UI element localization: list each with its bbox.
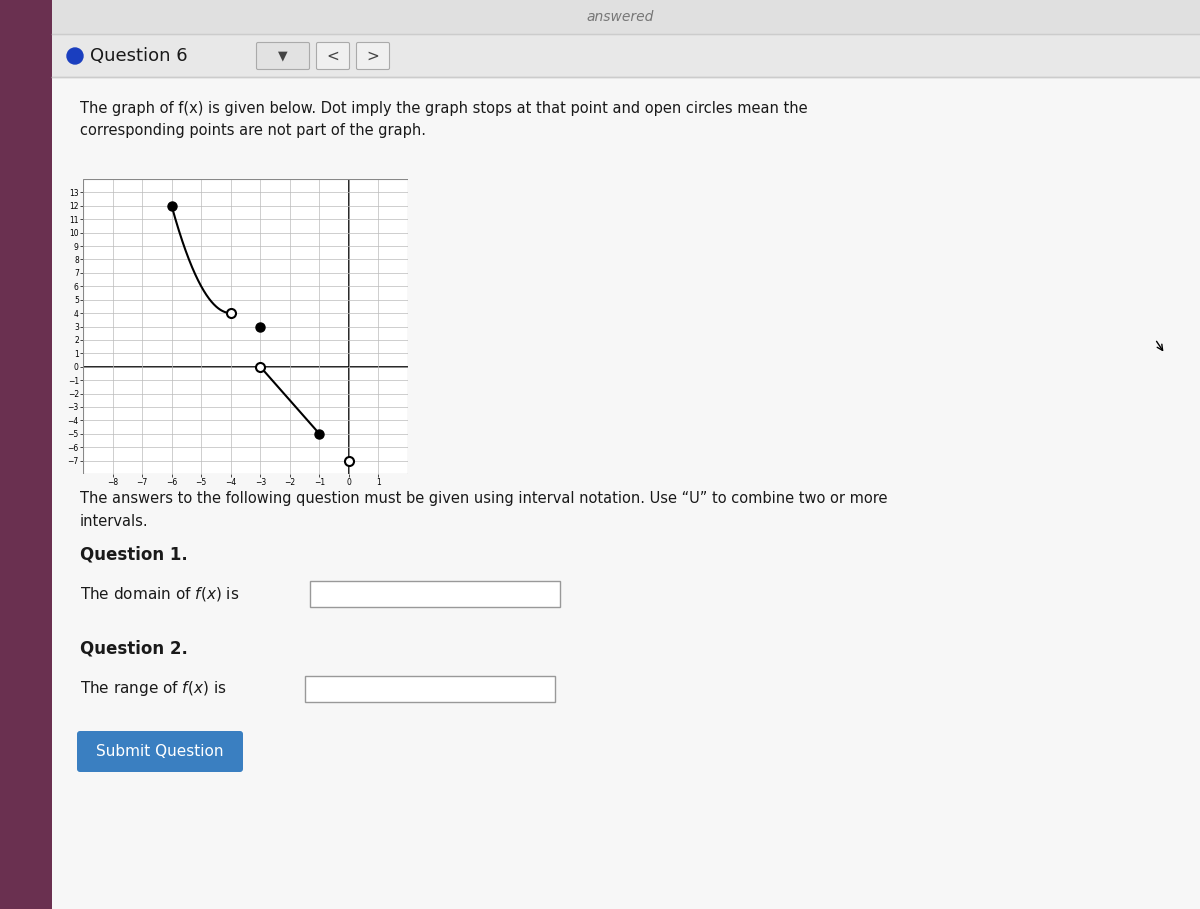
Text: <: < [326, 48, 340, 64]
Text: The graph of f(x) is given below. Dot imply the graph stops at that point and op: The graph of f(x) is given below. Dot im… [80, 102, 808, 116]
Text: ▼: ▼ [278, 49, 288, 63]
Text: >: > [367, 48, 379, 64]
Bar [52, 0, 1200, 34]
Bar [0, 0, 52, 909]
Text: The domain of $f(x)$ is: The domain of $f(x)$ is [80, 585, 239, 603]
FancyBboxPatch shape [257, 43, 310, 69]
Bar [52, 34, 1200, 77]
Text: Question 6: Question 6 [90, 47, 187, 65]
Text: The answers to the following question must be given using interval notation. Use: The answers to the following question mu… [80, 492, 888, 506]
Text: corresponding points are not part of the graph.: corresponding points are not part of the… [80, 124, 426, 138]
Text: intervals.: intervals. [80, 514, 149, 528]
Text: Question 1.: Question 1. [80, 545, 187, 563]
Text: The range of $f(x)$ is: The range of $f(x)$ is [80, 680, 227, 698]
FancyBboxPatch shape [310, 581, 560, 607]
FancyBboxPatch shape [305, 676, 554, 702]
FancyBboxPatch shape [317, 43, 349, 69]
FancyBboxPatch shape [356, 43, 390, 69]
Text: Submit Question: Submit Question [96, 744, 223, 760]
Circle shape [67, 48, 83, 64]
Text: answered: answered [587, 10, 654, 24]
FancyBboxPatch shape [77, 731, 242, 772]
Text: Question 2.: Question 2. [80, 640, 188, 658]
